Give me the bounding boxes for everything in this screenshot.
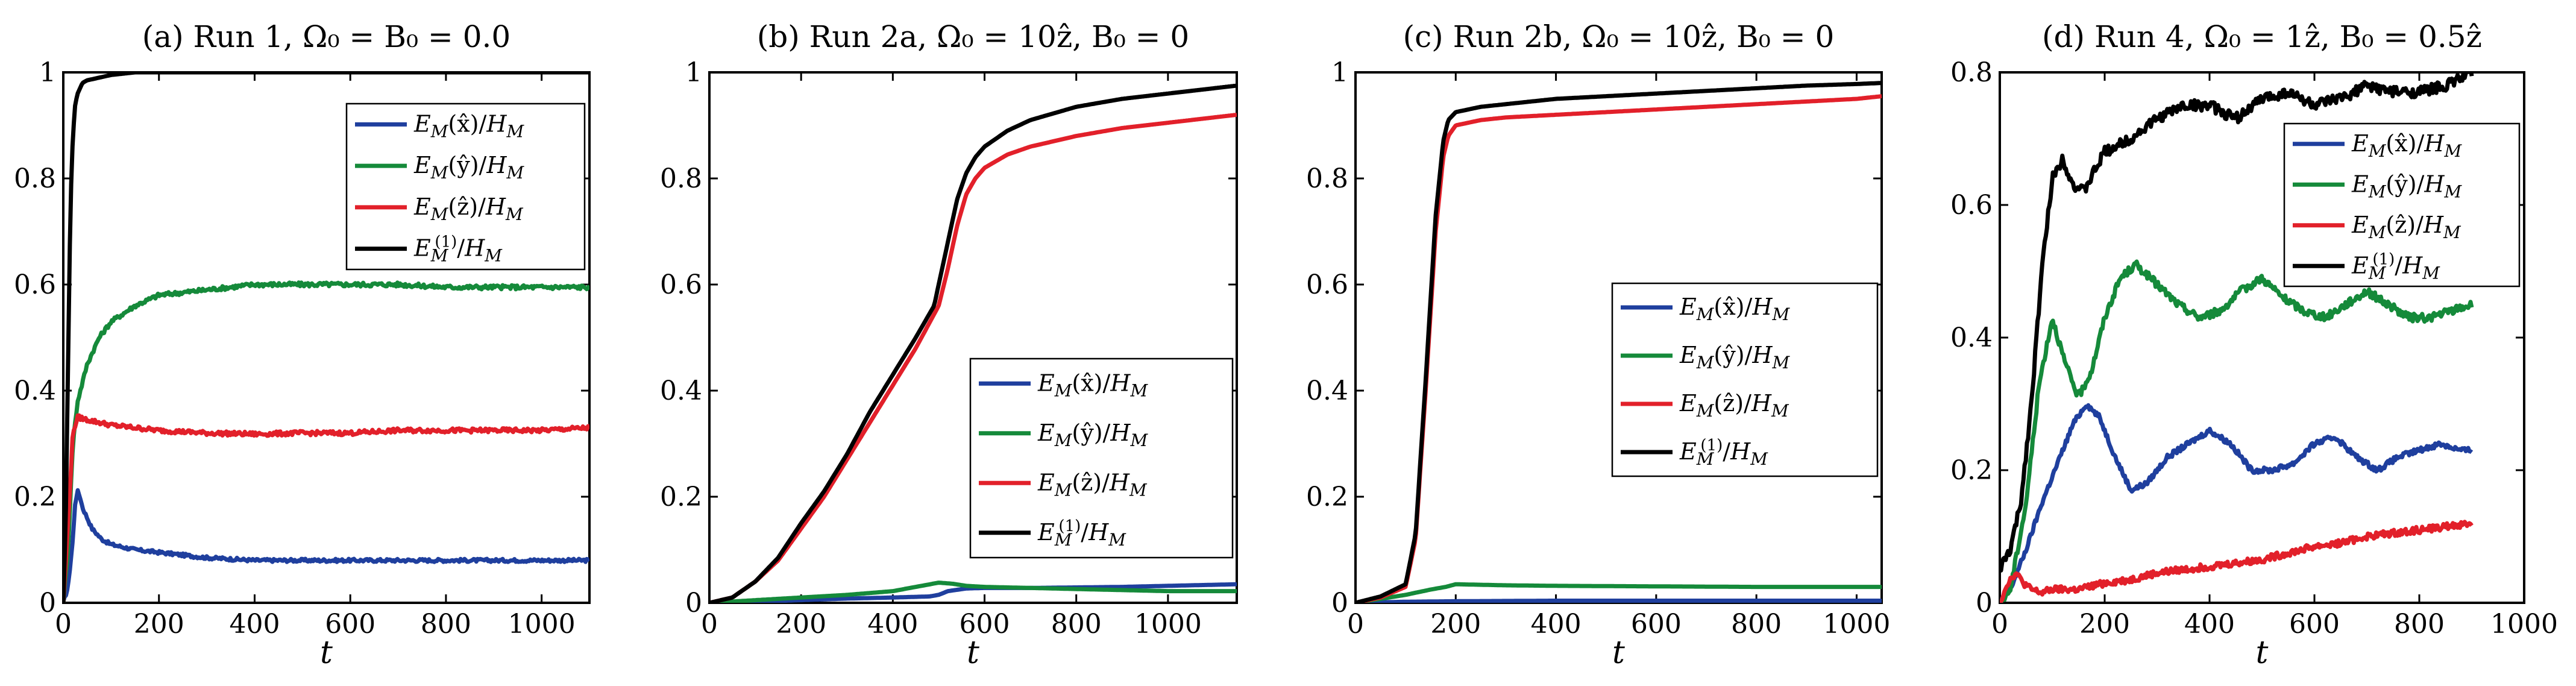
x-tick-label: 400: [2184, 609, 2235, 640]
legend-label-x: EM(x̂)/HM: [1037, 370, 1148, 400]
legend: EM(x̂)/HM EM(ŷ)/HM EM(ẑ)/HM EM(1)/HM: [2283, 122, 2521, 288]
x-tick-label: 1000: [2490, 609, 2558, 640]
legend-label-y: EM(ŷ)/HM: [1037, 420, 1148, 450]
x-tick-label: 600: [1631, 609, 1682, 640]
y-tick-label: 0.6: [660, 269, 702, 300]
panel-d: (d) Run 4, Ω₀ = 1ẑ, B₀ = 0.5ẑ 0 200 400 600 8…: [1950, 19, 2558, 671]
y-tick-label: 0.4: [1306, 376, 1348, 406]
legend-label-y: EM(ŷ)/HM: [1679, 342, 1790, 373]
y-tick-label: 0.2: [1950, 455, 1993, 486]
x-axis-label: t: [320, 635, 333, 671]
y-tick-label: 0: [1331, 588, 1348, 618]
x-tick-label: 200: [776, 609, 826, 640]
chart-title: (a) Run 1, Ω₀ = B₀ = 0.0: [142, 19, 510, 54]
y-tick-label: 0.4: [660, 376, 702, 406]
x-tick-label: 1000: [508, 609, 576, 640]
legend-label-one: EM(1)/HM: [1037, 517, 1126, 550]
x-tick-label: 200: [1430, 609, 1481, 640]
y-tick-label: 0: [39, 588, 56, 618]
legend: EM(x̂)/HM EM(ŷ)/HM EM(ẑ)/HM EM(1)/HM: [969, 357, 1234, 559]
y-tick-label: 0: [1976, 588, 1993, 618]
chart-title: (b) Run 2a, Ω₀ = 10ẑ, B₀ = 0: [757, 19, 1189, 54]
x-tick-label: 600: [960, 609, 1010, 640]
y-tick-label: 0.4: [1950, 323, 1993, 353]
x-tick-label: 1000: [1134, 609, 1202, 640]
y-tick-label: 0.2: [14, 482, 56, 512]
legend-label-one: EM(1)/HM: [413, 233, 503, 266]
chart-title: (d) Run 4, Ω₀ = 1ẑ, B₀ = 0.5ẑ: [2042, 19, 2482, 54]
x-tick-label: 0: [1991, 609, 2008, 640]
series-line-one: [2000, 72, 2474, 573]
x-tick-label: 400: [229, 609, 280, 640]
panel-b: (b) Run 2a, Ω₀ = 10ẑ, B₀ = 0 0 200 400 600 80…: [660, 19, 1238, 671]
legend-label-x: EM(x̂)/HM: [2351, 130, 2462, 161]
legend-label-z: EM(ẑ)/HM: [1679, 390, 1789, 421]
y-tick-label: 0.4: [14, 376, 56, 406]
series-line-z: [709, 112, 1237, 603]
x-tick-label: 400: [867, 609, 918, 640]
series-line-one: [1356, 81, 1882, 603]
x-tick-label: 0: [701, 609, 718, 640]
legend: EM(x̂)/HM EM(ŷ)/HM EM(ẑ)/HM EM(1)/HM: [1611, 282, 1879, 477]
legend-label-z: EM(ẑ)/HM: [413, 194, 524, 224]
x-tick-label: 600: [2289, 609, 2340, 640]
x-tick-label: 800: [1051, 609, 1102, 640]
x-axis-label: t: [1612, 635, 1625, 671]
chart-title: (c) Run 2b, Ω₀ = 10ẑ, B₀ = 0: [1403, 19, 1835, 54]
y-tick-label: 0.6: [14, 269, 56, 300]
x-axis-label: t: [2256, 635, 2269, 671]
y-tick-label: 1: [685, 57, 702, 88]
y-tick-label: 0.8: [14, 163, 56, 194]
x-tick-label: 200: [2079, 609, 2130, 640]
x-tick-label: 200: [134, 609, 184, 640]
panel-c: (c) Run 2b, Ω₀ = 10ẑ, B₀ = 0 0 200 400 600 80…: [1306, 19, 1890, 671]
panel-a: (a) Run 1, Ω₀ = B₀ = 0.00 200 400 600 800 100…: [14, 19, 591, 671]
x-tick-label: 0: [55, 609, 72, 640]
x-tick-label: 1000: [1823, 609, 1890, 640]
y-tick-label: 1: [1331, 57, 1348, 88]
x-axis-label: t: [967, 635, 979, 671]
x-tick-label: 0: [1347, 609, 1364, 640]
y-tick-label: 0.6: [1306, 269, 1348, 300]
y-tick-label: 0.8: [1950, 57, 1993, 88]
x-tick-label: 600: [325, 609, 375, 640]
y-tick-label: 0.2: [1306, 482, 1348, 512]
series-line-y: [1356, 582, 1882, 603]
legend-box: [2283, 122, 2521, 288]
legend-box: [969, 357, 1234, 559]
series-line-x: [1356, 599, 1882, 603]
legend: EM(x̂)/HM EM(ŷ)/HM EM(ẑ)/HM EM(1)/HM: [345, 102, 586, 271]
y-tick-label: 0.8: [1306, 163, 1348, 194]
series-line-z: [63, 413, 589, 603]
y-tick-label: 0.2: [660, 482, 702, 512]
legend-label-one: EM(1)/HM: [2351, 250, 2440, 283]
series-line-y: [63, 280, 589, 603]
y-tick-label: 0.8: [660, 163, 702, 194]
series-line-y: [2000, 259, 2474, 603]
series-line-one: [709, 83, 1237, 603]
legend-label-x: EM(x̂)/HM: [1679, 294, 1790, 324]
legend-label-z: EM(ẑ)/HM: [2351, 212, 2461, 242]
x-tick-label: 800: [1731, 609, 1782, 640]
series-line-x: [2000, 403, 2474, 603]
legend-label-x: EM(x̂)/HM: [413, 110, 524, 141]
x-tick-label: 800: [421, 609, 471, 640]
x-tick-label: 400: [1531, 609, 1582, 640]
x-tick-label: 800: [2394, 609, 2445, 640]
y-tick-label: 0.6: [1950, 190, 1993, 221]
legend-box: [1611, 282, 1879, 477]
legend-label-y: EM(ŷ)/HM: [413, 152, 524, 183]
legend-label-one: EM(1)/HM: [1679, 436, 1768, 469]
series-line-y: [709, 581, 1237, 603]
legend-label-z: EM(ẑ)/HM: [1037, 469, 1148, 500]
legend-box: [345, 102, 586, 271]
y-tick-label: 1: [39, 57, 56, 88]
legend-label-y: EM(ŷ)/HM: [2351, 171, 2462, 201]
y-tick-label: 0: [685, 588, 702, 618]
series-line-x: [63, 488, 589, 602]
series-line-z: [2000, 520, 2474, 603]
